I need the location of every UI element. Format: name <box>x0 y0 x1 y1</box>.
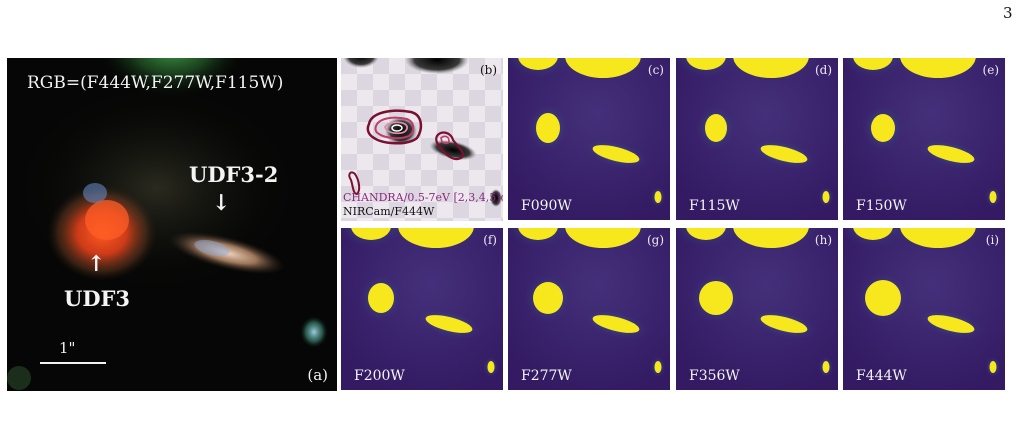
filter-label: F200W <box>354 368 405 384</box>
filter-label: F090W <box>521 198 572 214</box>
filter-label: F150W <box>856 198 907 214</box>
filter-cutout-image <box>341 228 503 390</box>
rgb-label: RGB=(F444W,F277W,F115W) <box>27 73 284 93</box>
chandra-contour-panel: (b) CHANDRA/0.5-7eV [2,3,4,5]σ NIRCam/F4… <box>341 58 503 221</box>
panel-tag: (d) <box>814 63 832 77</box>
filter-panel-c: (c) F090W <box>508 58 670 220</box>
panel-tag-a: (a) <box>307 366 328 384</box>
page-number: 3 <box>1003 4 1013 22</box>
filter-label: F115W <box>689 198 740 214</box>
filter-cutout-image <box>843 58 1005 220</box>
filter-panel-h: (h) F356W <box>676 228 838 390</box>
panel-tag: (c) <box>647 63 664 77</box>
arrow-down-icon: ↓ <box>212 190 231 216</box>
rgb-composite-image <box>7 58 337 391</box>
filter-cutout-image <box>508 58 670 220</box>
panel-tag: (e) <box>982 63 999 77</box>
arrow-up-icon: ↑ <box>87 251 106 277</box>
filter-panel-g: (g) F277W <box>508 228 670 390</box>
scale-bar-label: 1" <box>59 339 76 357</box>
filter-cutout-image <box>508 228 670 390</box>
panel-tag: (g) <box>646 233 664 247</box>
filter-panel-i: (i) F444W <box>843 228 1005 390</box>
source-label-udf3: UDF3 <box>64 286 131 311</box>
filter-panel-d: (d) F115W <box>676 58 838 220</box>
filter-label: F356W <box>689 368 740 384</box>
filter-cutout-image <box>843 228 1005 390</box>
panel-tag: (i) <box>985 233 999 247</box>
source-label-udf3-2: UDF3-2 <box>189 162 279 187</box>
chandra-contour-label: CHANDRA/0.5-7eV [2,3,4,5]σ <box>343 191 503 204</box>
filter-label: F277W <box>521 368 572 384</box>
filter-panel-f: (f) F200W <box>341 228 503 390</box>
contour-image <box>341 58 503 221</box>
nircam-label: NIRCam/F444W <box>343 205 435 218</box>
rgb-composite-panel: RGB=(F444W,F277W,F115W) UDF3-2 ↓ ↑ UDF3 … <box>7 58 337 391</box>
filter-label: F444W <box>856 368 907 384</box>
filter-cutout-image <box>676 228 838 390</box>
panel-tag: (h) <box>814 233 832 247</box>
panel-tag: (f) <box>483 233 497 247</box>
filter-panel-e: (e) F150W <box>843 58 1005 220</box>
filter-cutout-image <box>676 58 838 220</box>
panel-tag-b: (b) <box>479 63 497 77</box>
